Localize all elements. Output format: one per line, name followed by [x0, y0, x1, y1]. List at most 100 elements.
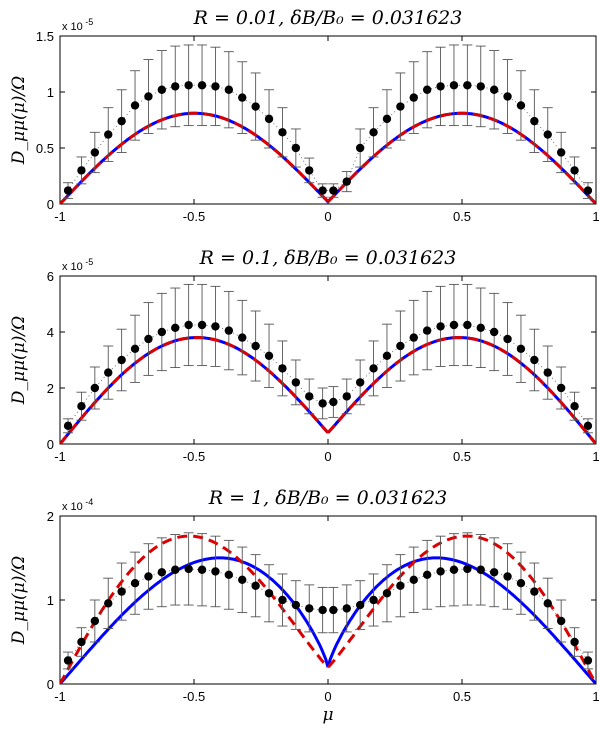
data-point	[157, 568, 167, 577]
data-point	[342, 392, 351, 401]
data-point	[476, 323, 485, 332]
simulation-line	[67, 324, 589, 427]
x-tick-label: 0	[324, 689, 331, 704]
data-point	[197, 81, 207, 90]
data-point	[104, 130, 113, 139]
data-point	[583, 421, 593, 430]
dashed-theory-curve-left	[60, 534, 330, 684]
data-point	[171, 82, 180, 91]
data-point	[329, 397, 338, 407]
data-point	[144, 92, 153, 101]
data-point	[144, 334, 153, 344]
data-point	[63, 186, 73, 195]
data-point	[238, 93, 247, 102]
data-point	[355, 600, 365, 610]
data-point	[422, 326, 432, 335]
data-point	[449, 565, 459, 574]
axes-box	[59, 515, 597, 685]
data-point	[503, 572, 512, 581]
data-point	[556, 383, 566, 393]
y-tick-label: 0	[47, 677, 54, 692]
solid-theory-curve-left	[60, 111, 330, 204]
data-point	[305, 604, 314, 613]
data-point	[489, 327, 499, 337]
data-point	[530, 355, 539, 365]
data-point	[369, 128, 378, 137]
data-point	[63, 421, 73, 430]
data-point	[291, 600, 301, 610]
data-point	[278, 595, 287, 605]
data-point	[556, 148, 566, 157]
data-point	[570, 637, 579, 647]
data-point	[369, 595, 378, 605]
data-point	[117, 587, 126, 596]
data-point	[224, 326, 234, 335]
data-point	[463, 320, 472, 330]
y-tick-label: 2	[47, 509, 54, 524]
data-point	[264, 114, 274, 124]
data-point	[329, 605, 338, 615]
data-point	[329, 186, 338, 195]
data-point	[342, 604, 351, 613]
data-point	[77, 166, 86, 175]
x-tick-label: 0	[324, 449, 331, 464]
data-point	[422, 570, 432, 579]
data-point	[171, 565, 180, 574]
x-tick-label: 0	[324, 209, 331, 224]
data-point	[90, 148, 100, 157]
data-point	[104, 599, 113, 608]
data-point	[436, 567, 445, 576]
data-point	[463, 564, 472, 574]
x-tick-label: 1	[592, 209, 599, 224]
data-point	[318, 186, 327, 195]
panel-title: R = 1, δB/B₀ = 0.031623	[208, 487, 448, 509]
data-point	[369, 364, 378, 373]
data-point	[355, 143, 365, 153]
data-point	[543, 368, 552, 377]
data-point	[516, 344, 526, 353]
data-point	[171, 323, 180, 332]
data-point	[570, 402, 579, 411]
data-point	[184, 320, 193, 330]
data-point	[409, 333, 418, 342]
data-point	[449, 81, 459, 90]
panel-3: -1 -0.5 0 0.5 1 0 1 2 x 10 -4 R = 1, δB/B₀ = 0.03…	[9, 487, 600, 725]
data-point	[157, 85, 167, 94]
solid-theory-curve-right	[326, 111, 596, 204]
data-point	[130, 579, 140, 588]
data-point	[291, 378, 301, 387]
data-point	[264, 589, 274, 598]
data-point	[422, 85, 432, 94]
y-tick-label: 1.5	[36, 29, 54, 44]
data-point	[516, 579, 526, 588]
data-point	[90, 616, 100, 626]
y-axis-label: D_μμ(μ)/Ω	[9, 556, 29, 645]
data-point	[238, 575, 247, 585]
data-point	[476, 565, 485, 574]
data-point	[291, 143, 301, 153]
data-point	[305, 166, 314, 175]
data-point	[197, 565, 207, 574]
y-multiplier: x 10 -4	[62, 497, 93, 513]
x-axis-label: μ	[322, 705, 333, 725]
solid-theory-curve-left	[60, 556, 330, 684]
data-point	[318, 605, 327, 615]
data-point	[211, 322, 220, 331]
solid-theory-curve-right	[326, 556, 596, 684]
data-point	[396, 581, 405, 590]
y-tick-label: 2	[47, 381, 54, 396]
data-point	[144, 572, 153, 581]
data-point	[570, 166, 579, 175]
dashed-theory-curve-left	[60, 111, 330, 204]
data-point	[530, 587, 539, 596]
y-tick-label: 0	[47, 197, 54, 212]
data-point	[251, 581, 260, 590]
data-point	[117, 116, 126, 126]
data-point	[583, 656, 593, 665]
panel-title: R = 0.1, δB/B₀ = 0.031623	[199, 247, 457, 269]
data-point	[382, 114, 392, 124]
y-tick-label: 0	[47, 437, 54, 452]
solid-theory-curve-left	[60, 335, 330, 444]
data-point	[264, 351, 274, 360]
